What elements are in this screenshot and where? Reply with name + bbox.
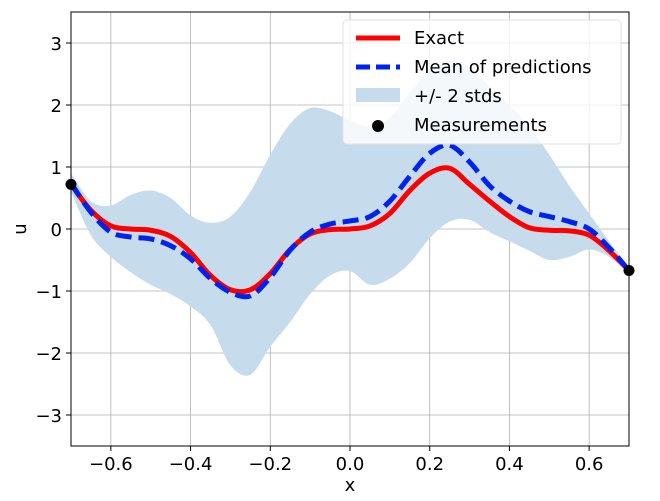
x-tick-label-3: 0.0 [336,454,365,475]
legend: Exact Mean of predictions +/- 2 stds Mea… [342,19,622,145]
ticks: −0.6 −0.4 −0.2 0.0 0.2 0.4 0.6 3 2 1 0 −1 −2 −3 [35,34,603,475]
legend-mean-label: Mean of predictions [414,57,592,78]
legend-box [342,19,622,145]
x-tick-label-4: 0.2 [415,454,444,475]
x-tick-label-1: −0.4 [169,454,213,475]
x-tick-label-6: 0.6 [575,454,604,475]
x-axis-label: x [345,475,356,496]
y-tick-label-6: −3 [35,406,62,427]
y-tick-label-4: −1 [35,282,62,303]
y-tick-label-1: 2 [51,96,62,117]
y-tick-label-5: −2 [35,344,62,365]
y-tick-label-0: 3 [51,34,62,55]
legend-std-label: +/- 2 stds [414,86,502,107]
legend-exact-label: Exact [414,28,464,49]
lines-layer [68,142,631,300]
x-tick-label-5: 0.4 [495,454,524,475]
legend-measurement-swatch [372,120,384,132]
legend-std-swatch [356,88,400,102]
x-tick-label-0: −0.6 [89,454,133,475]
y-tick-label-3: 0 [51,220,62,241]
legend-measurement-label: Measurements [414,115,547,136]
series-line-exact [68,165,631,295]
y-axis-label: u [10,223,31,234]
y-tick-label-2: 1 [51,158,62,179]
series-line-mean [68,142,631,300]
x-tick-label-2: −0.2 [248,454,292,475]
